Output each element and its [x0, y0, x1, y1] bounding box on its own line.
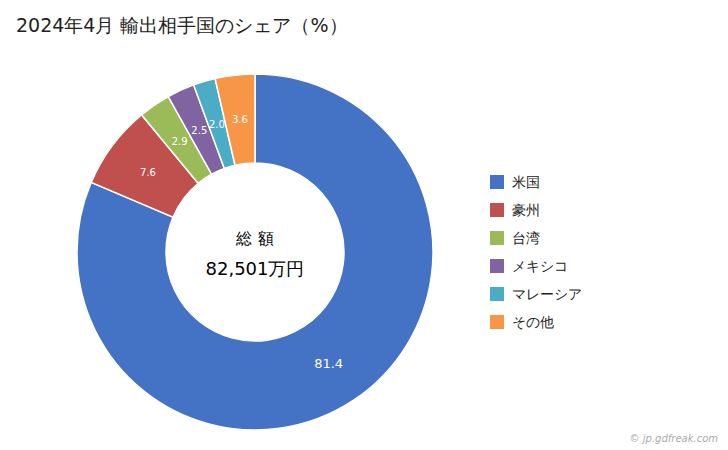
legend-label: 台湾	[512, 230, 540, 246]
slices	[77, 74, 433, 430]
chart-container: 2024年4月 輸出相手国のシェア（%） 81.4 7.6 2.92.52.0 3.6 総…	[0, 0, 728, 450]
title: 2024年4月 輸出相手国のシェア（%）	[16, 14, 348, 36]
data-label: 81.4	[314, 356, 343, 371]
legend-label: メキシコ	[512, 258, 568, 274]
watermark: © jp.gdfreak.com	[630, 433, 719, 444]
legend-label: マレーシア	[512, 286, 582, 302]
chart-svg: 2024年4月 輸出相手国のシェア（%） 81.4 7.6 2.92.52.0 3.6 総…	[0, 0, 728, 450]
data-labels: 81.4 7.6 2.92.52.0 3.6	[140, 114, 343, 371]
legend-swatch	[490, 259, 504, 273]
legend: 米国豪州台湾メキシコマレーシアその他	[490, 174, 582, 330]
data-label: 2.5	[191, 125, 207, 136]
legend-swatch	[490, 231, 504, 245]
data-label: 2.0	[209, 119, 225, 130]
data-label: 7.6	[140, 167, 156, 178]
slice	[77, 74, 433, 430]
legend-swatch	[490, 175, 504, 189]
data-label: 3.6	[232, 114, 248, 125]
center-label: 総 額	[235, 229, 273, 248]
legend-swatch	[490, 287, 504, 301]
data-label: 2.9	[172, 136, 188, 147]
center-label: 82,501万円	[206, 258, 305, 279]
legend-swatch	[490, 203, 504, 217]
legend-swatch	[490, 315, 504, 329]
legend-label: その他	[512, 314, 554, 330]
background	[0, 0, 728, 450]
legend-label: 豪州	[512, 202, 540, 218]
legend-label: 米国	[512, 174, 540, 190]
